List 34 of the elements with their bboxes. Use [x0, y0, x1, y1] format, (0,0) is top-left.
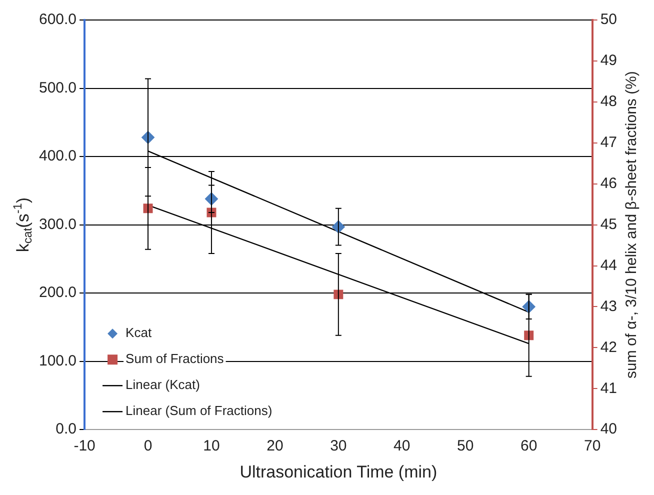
y2-tick-label: 46 — [600, 174, 618, 192]
legend-label: Kcat — [126, 325, 152, 340]
y-tick-label: 600.0 — [38, 11, 77, 28]
y2-tick-label: 40 — [600, 420, 618, 438]
legend-label: Linear (Sum of Fractions) — [126, 403, 272, 418]
x-axis-title: Ultrasonication Time (min) — [240, 462, 438, 482]
x-tick-label: 0 — [144, 438, 152, 455]
y-tick-label: 400.0 — [38, 148, 77, 165]
y-axis-title: kcat(s-1) — [10, 197, 35, 252]
y-tick-label: 100.0 — [38, 352, 77, 370]
y-tick-label: 300.0 — [38, 216, 77, 233]
x-tick-label: -10 — [74, 438, 96, 455]
y2-tick-label: 49 — [600, 52, 618, 70]
y-tick-label: 200.0 — [38, 284, 77, 302]
y2-tick-label: 48 — [600, 93, 618, 110]
x-tick-label: 70 — [584, 438, 601, 455]
x-tick-label: 60 — [520, 438, 538, 455]
y2-tick-label: 42 — [600, 338, 618, 356]
y2-tick-label: 47 — [600, 134, 618, 152]
x-tick-label: 10 — [203, 438, 220, 455]
y2-tick-label: 43 — [600, 298, 618, 315]
y2-axis-title: sum of α-, 3/10 helix and β-sheet fractions (%) — [623, 71, 640, 379]
x-tick-label: 30 — [330, 438, 347, 455]
x-tick-label: 40 — [394, 438, 410, 455]
legend-label: Sum of Fractions — [126, 351, 224, 366]
x-tick-label: 50 — [457, 438, 474, 455]
y2-tick-label: 50 — [600, 11, 618, 28]
y2-tick-label: 44 — [600, 256, 618, 274]
y2-tick-label: 41 — [600, 380, 618, 397]
y-tick-label: 0.0 — [56, 420, 77, 438]
legend-label: Linear (Kcat) — [126, 377, 200, 392]
y-tick-label: 500.0 — [38, 79, 77, 96]
x-tick-label: 20 — [266, 438, 284, 455]
y2-tick-label: 45 — [600, 216, 618, 233]
